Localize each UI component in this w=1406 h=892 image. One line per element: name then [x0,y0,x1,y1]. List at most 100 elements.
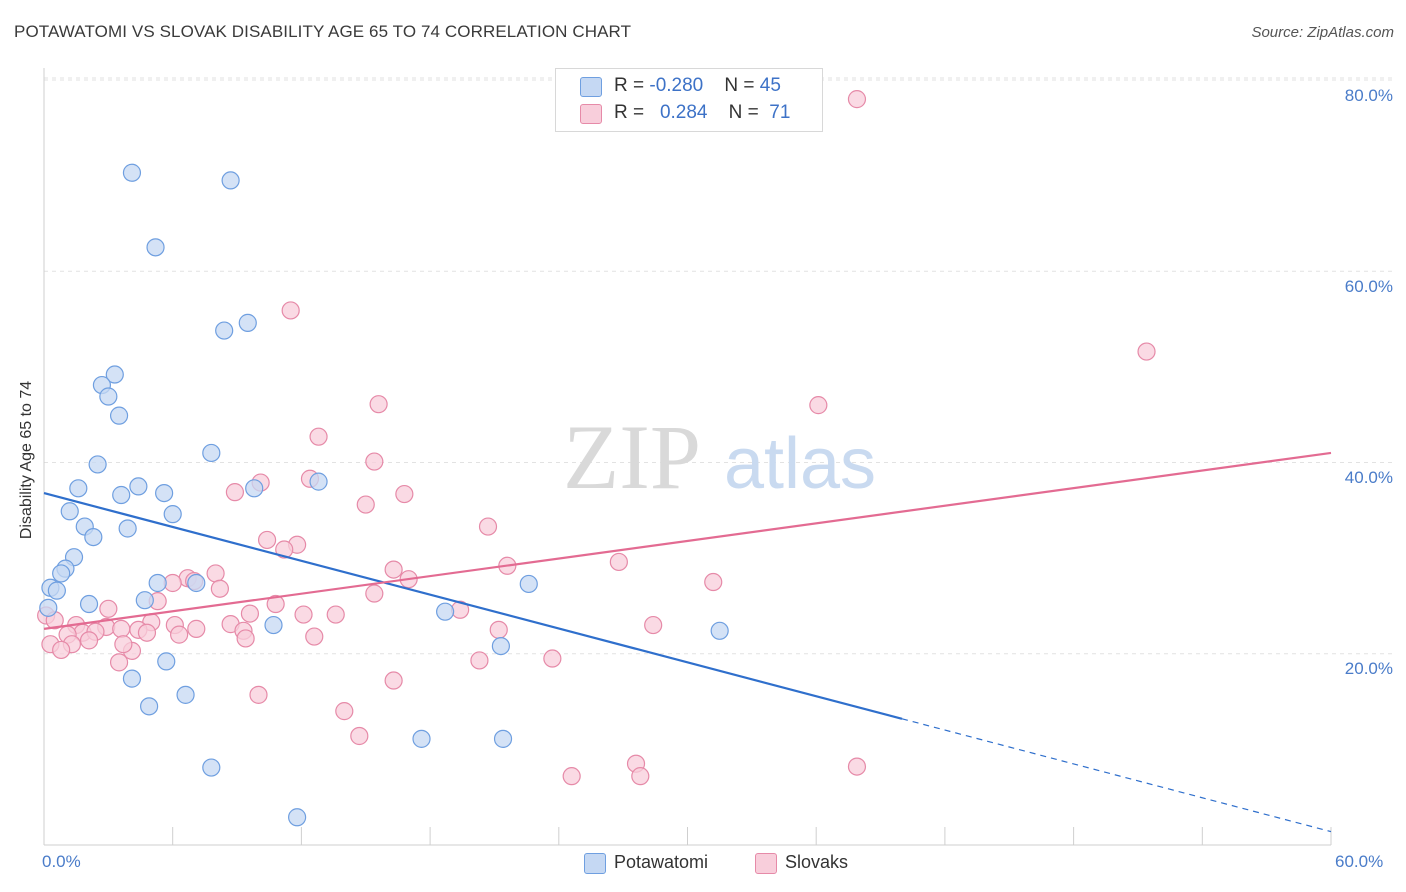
y-tick-label: 40.0% [1344,468,1393,487]
potawatomi-point [79,594,99,614]
slovaks-point [79,631,99,650]
slovaks-point [249,685,268,704]
slovaks-point [305,627,324,646]
potawatomi-point [176,685,195,704]
slovaks-point [275,540,294,559]
potawatomi-point [39,598,58,617]
slovaks-point [809,396,828,415]
potawatomi-point [436,602,455,621]
source-label: Source: ZipAtlas.com [1251,24,1394,41]
potawatomi-point [47,581,66,600]
potawatomi-point [238,313,257,332]
legend-swatch-blue [584,853,606,874]
slovaks-point [489,620,508,639]
potawatomi-point [710,621,729,640]
potawatomi-point [264,615,283,635]
slovaks-point [309,427,328,446]
potawatomi-point [215,321,234,340]
potawatomi-point [148,573,167,593]
potawatomi-point [493,729,513,748]
n-value: 45 [759,75,781,96]
slovaks-point [99,599,118,618]
slovaks-point [236,629,255,648]
correlation-legend: R = -0.280 N = 45 R = 0.284 N = 71 [555,68,823,132]
watermark: ZIP atlas [563,406,876,508]
potawatomi-point [245,479,264,498]
watermark-atlas: atlas [724,424,876,504]
legend-swatch-blue [580,77,602,97]
slovaks-point [225,483,245,502]
potawatomi-point [60,502,79,521]
slovaks-point [240,604,260,623]
potawatomi-point [187,573,206,593]
potawatomi-point [84,527,103,547]
slovaks-point [478,517,498,536]
potawatomi-point [309,472,328,491]
slovaks-trend-line [43,451,1332,630]
slovaks-point [365,584,384,603]
slovaks-point [294,605,313,624]
slovaks-point [266,594,285,614]
n-value: 71 [769,102,791,123]
slovaks-point [206,564,225,583]
slovaks-point [350,726,369,746]
potawatomi-point [99,387,118,406]
y-tick-label: 20.0% [1344,659,1393,678]
slovaks-point [335,702,354,721]
slovaks-point [114,635,133,654]
legend-label: Slovaks [785,852,849,872]
potawatomi-point [135,591,154,610]
slovaks-point [170,625,189,644]
potawatomi-point [202,758,221,777]
potawatomi-point [122,163,142,182]
legend-swatch-pink [580,104,602,124]
potawatomi-point [288,808,307,827]
potawatomi-point [163,505,182,524]
slovaks-point [52,640,71,660]
potawatomi-point [109,406,129,425]
potawatomi-point [146,238,165,257]
x-tick-label: 0.0% [42,852,81,871]
slovaks-point [847,757,867,776]
slovaks-point [562,767,581,786]
slovaks-point [210,579,229,598]
gridlines [44,77,1393,655]
slovaks-point [365,452,384,471]
potawatomi-point [157,652,176,671]
slovaks-point [109,653,129,672]
legend-swatch-pink [755,853,777,874]
r-value: -0.280 [649,75,704,96]
potawatomi-point [88,455,107,474]
potawatomi-point [105,365,124,384]
legend-stats: R = -0.280 N = 45 [614,75,781,96]
potawatomi-point [155,484,174,503]
slovaks-point [395,484,414,504]
potawatomi-point [140,697,159,716]
r-value: 0.284 [659,102,708,123]
potawatomi-point [52,564,71,583]
slovaks-point [112,619,131,638]
potawatomi-point [491,636,510,656]
slovaks-point [543,649,562,668]
potawatomi-trend-extension [901,718,1332,833]
potawatomi-point [112,485,131,505]
y-tick-label: 80.0% [1344,86,1393,105]
slovaks-point [384,560,403,579]
slovaks-point [356,495,375,514]
legend-label: Potawatomi [614,852,709,872]
potawatomi-point [202,443,221,463]
potawatomi-point [129,477,148,496]
slovaks-point [644,615,663,635]
potawatomi-point [118,519,137,538]
slovaks-point [187,619,206,638]
slovaks-point [137,623,157,642]
potawatomi-point [122,669,142,688]
chart-title: POTAWATOMI VS SLOVAK DISABILITY AGE 65 T… [14,22,632,41]
y-tick-label: 60.0% [1344,277,1393,296]
trend-lines [43,451,1332,833]
slovaks-point [326,605,345,624]
legend-stats: R = 0.284 N = 71 [614,102,791,123]
potawatomi-point [412,729,431,748]
potawatomi-point [519,574,538,594]
